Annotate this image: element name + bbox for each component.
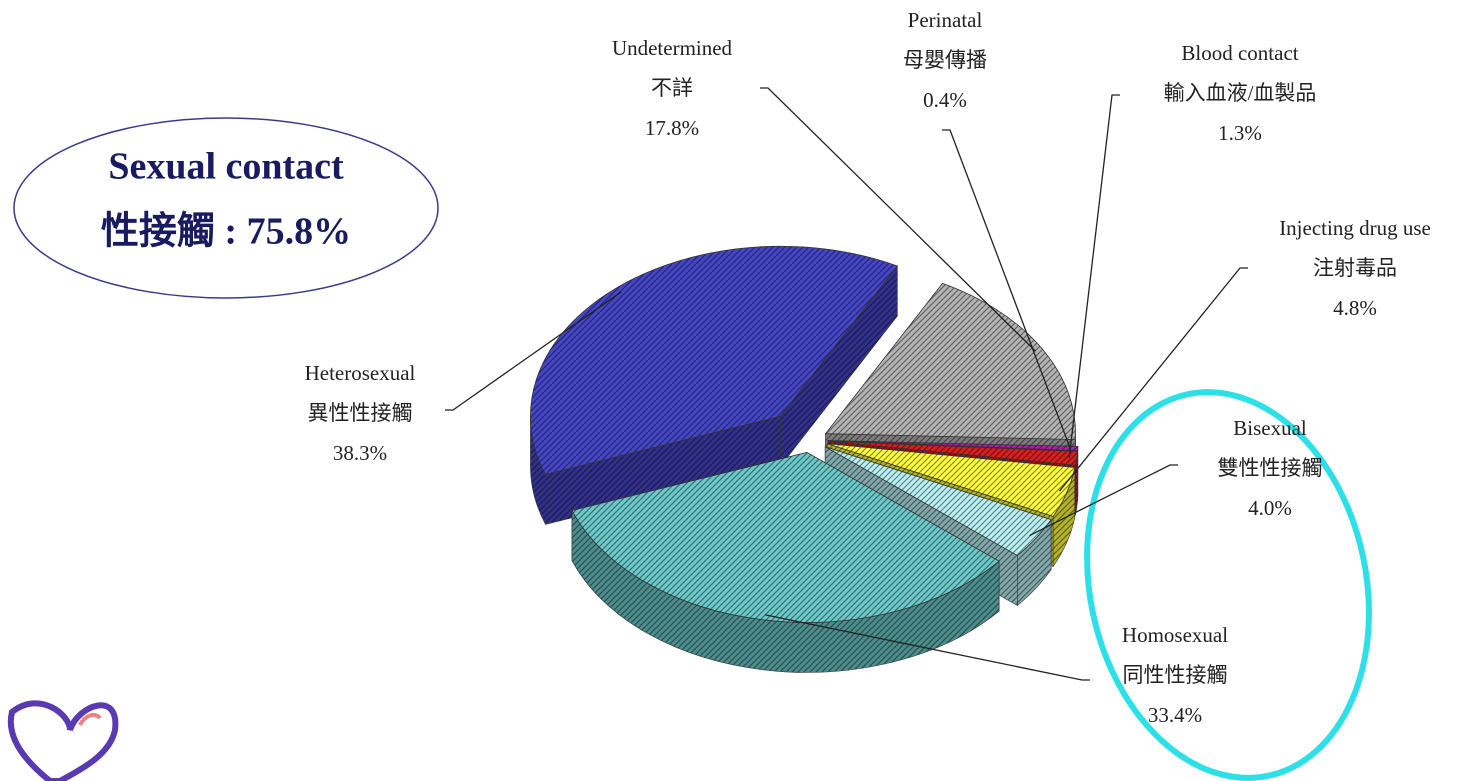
slice-label-zh: 母嬰傳播 — [903, 48, 987, 72]
leader-line — [445, 291, 622, 411]
slice-label: Injecting drug use — [1279, 216, 1431, 240]
annotation-line1: Sexual contact — [108, 146, 344, 188]
slice-label-zh: 異性性接觸 — [308, 401, 413, 425]
slice-label: Bisexual — [1233, 416, 1307, 440]
value-label: 33.4% — [1148, 703, 1202, 727]
pie-slice — [571, 451, 1000, 623]
value-label: 4.8% — [1333, 296, 1377, 320]
slice-label: Blood contact — [1181, 41, 1298, 65]
leader-line — [942, 129, 1071, 449]
slice-label-zh: 同性性接觸 — [1123, 663, 1228, 687]
logo — [7, 700, 119, 781]
slice-label-zh: 注射毒品 — [1313, 256, 1397, 280]
logo-accent — [78, 712, 102, 727]
highlight-ellipse — [1084, 389, 1372, 781]
pie-slice — [530, 245, 899, 475]
slice-label: Homosexual — [1122, 623, 1228, 647]
slice-label: Heterosexual — [305, 361, 416, 385]
leader-line — [1029, 464, 1178, 537]
annotation-line2: 性接觸 : 75.8% — [101, 211, 351, 253]
value-label: 1.3% — [1218, 121, 1262, 145]
slice-label-zh: 不詳 — [651, 76, 693, 100]
value-label: 17.8% — [645, 116, 699, 140]
pie-slice — [827, 440, 1079, 452]
pie-slice — [827, 443, 1076, 517]
leader-line — [1068, 94, 1120, 458]
leader-line — [760, 87, 1036, 352]
pie-slice — [824, 282, 1076, 440]
slice-label-zh: 雙性性接觸 — [1218, 456, 1323, 480]
annotation-ellipse — [13, 117, 439, 299]
pie-slice — [824, 446, 1052, 556]
pie-slice — [827, 440, 1078, 466]
slice-label: Perinatal — [908, 8, 983, 32]
value-label: 4.0% — [1248, 496, 1292, 520]
leader-line — [1058, 267, 1248, 492]
leader-line — [765, 614, 1090, 681]
slice-label: Undetermined — [612, 36, 733, 60]
value-label: 0.4% — [923, 88, 967, 112]
slice-label-zh: 輸入血液/血製品 — [1164, 81, 1317, 105]
value-label: 38.3% — [333, 441, 387, 465]
